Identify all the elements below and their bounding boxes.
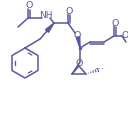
Text: O: O	[73, 32, 81, 41]
Polygon shape	[76, 37, 80, 48]
Text: NH: NH	[39, 12, 53, 21]
Text: O: O	[65, 7, 73, 16]
Text: ···: ···	[95, 64, 105, 74]
Text: O: O	[111, 18, 119, 27]
Text: O: O	[25, 1, 33, 10]
Text: O: O	[75, 58, 83, 67]
Polygon shape	[45, 23, 54, 32]
Text: O: O	[121, 32, 128, 41]
